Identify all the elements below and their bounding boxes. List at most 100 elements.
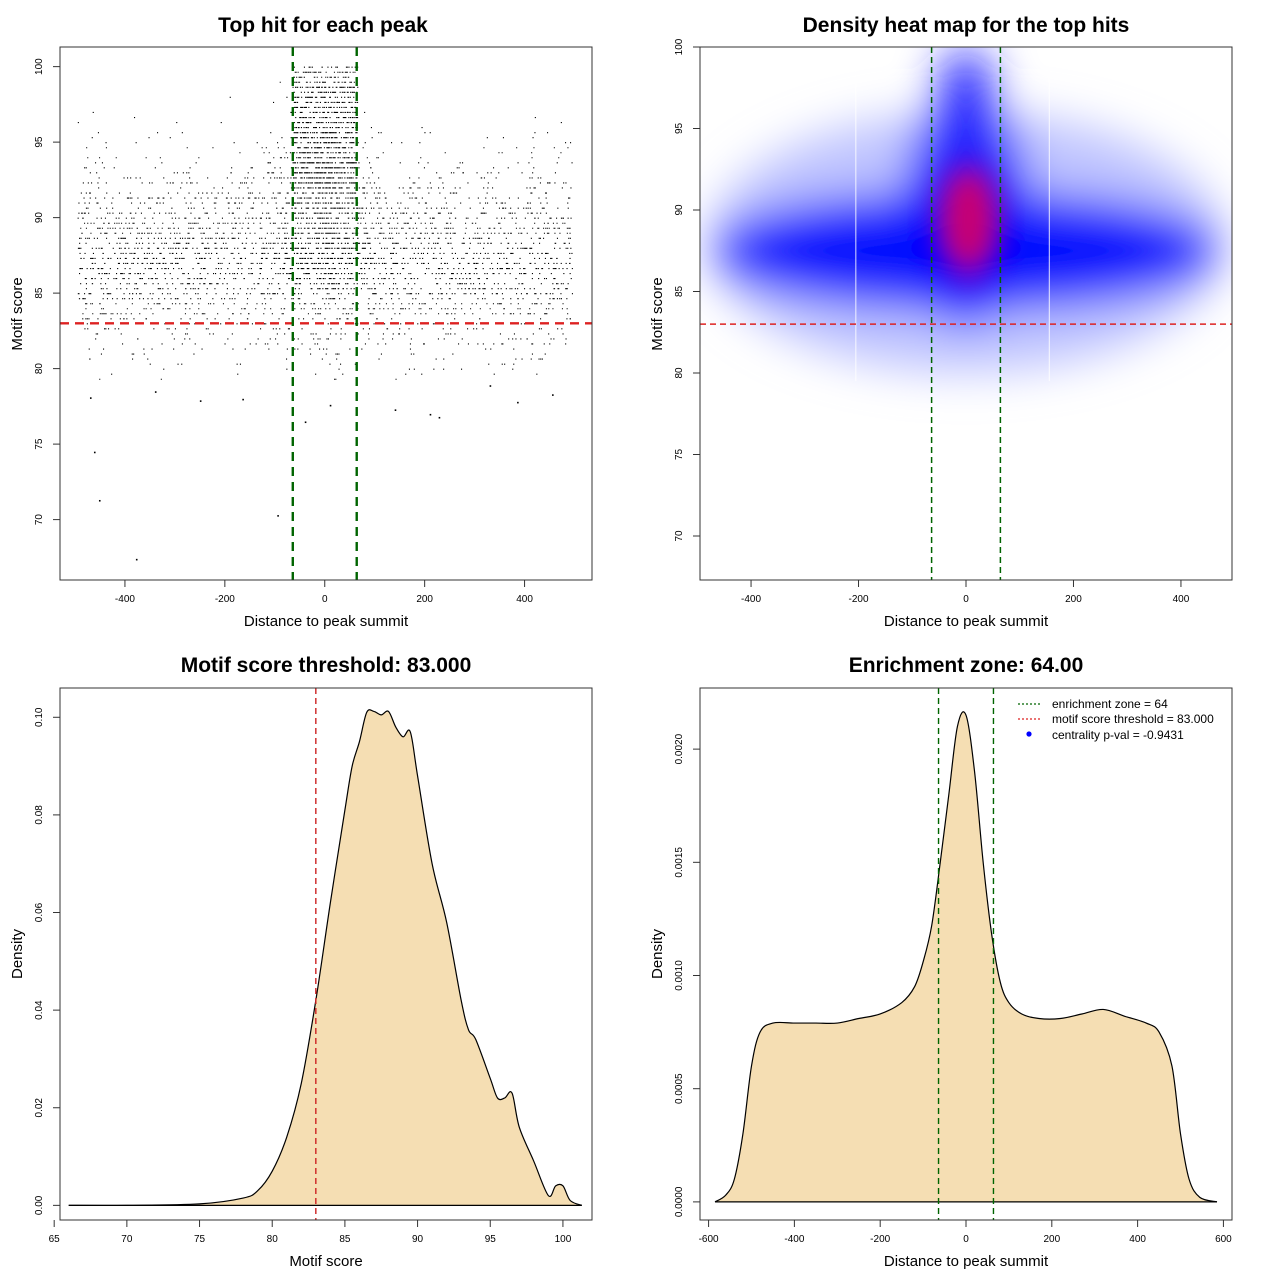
y-tick-label: 100 [674,38,685,55]
distance-density-ylabel: Density [649,928,666,979]
scatter-outlier-point [489,385,492,387]
x-tick-label: -400 [115,594,135,605]
scatter-point-cloud [77,66,573,380]
legend-label-pval: centrality p-val = -0.9431 [1052,728,1184,742]
score-density-marks [68,688,583,1220]
heatmap-marks [700,47,1232,580]
x-tick-label: 80 [267,1234,279,1245]
x-tick-label: 65 [49,1234,61,1245]
scatter-outlier-point [394,409,397,411]
scatter-outlier-point [98,499,101,502]
scatter-outlier-point [429,413,432,416]
density-fill [68,709,582,1206]
scatter-outlier-point [93,451,96,454]
scatter-xlabel: Distance to peak summit [244,613,409,630]
legend: enrichment zone = 64 motif score thresho… [1018,697,1214,742]
y-tick-label: 0.0000 [674,1186,685,1217]
scatter-outlier-point [304,421,307,424]
y-tick-label: 0.0020 [674,733,685,764]
x-tick-label: 0 [963,594,969,605]
scatter-outlier-point [329,404,332,407]
score-density-title: Motif score threshold: 83.000 [181,654,472,677]
distance-density-axes: -600 -400 -200 0 200 400 600 0.0000 0.0005 0.0010… [674,733,1232,1245]
x-tick-label: 100 [555,1234,572,1245]
scatter-outlier-point [277,515,279,517]
x-tick-label: 400 [1173,594,1190,605]
y-tick-label: 85 [674,285,685,297]
y-tick-label: 100 [34,58,45,75]
x-tick-label: 400 [516,594,533,605]
density-fill [715,711,1217,1202]
y-tick-label: 0.06 [34,902,45,922]
y-tick-label: 90 [34,212,45,224]
y-tick-label: 0.0010 [674,960,685,991]
scatter-outlier-point [517,401,519,404]
scatter-axes: -400 -200 0 200 400 70 75 80 85 90 95 100 [34,58,533,605]
scatter-outlier-point [242,398,244,401]
heatmap-ylabel: Motif score [649,277,666,350]
heatmap-xlabel: Distance to peak summit [884,613,1049,630]
x-tick-label: 0 [322,594,328,605]
scatter-ylabel: Motif score [9,277,26,350]
scatter-outlier-point [552,394,554,396]
y-tick-label: 80 [674,367,685,379]
panel-distance-density: Enrichment zone: 64.00 -600 -400 -200 0 200 4… [649,654,1233,1270]
x-tick-label: 95 [485,1234,497,1245]
y-tick-label: 0.00 [34,1195,45,1215]
score-density-ylabel: Density [9,928,26,979]
x-tick-label: -200 [849,594,869,605]
scatter-central-stripes [292,66,359,189]
heatmap-hotspot-edge [931,157,1007,285]
score-density-frame [59,687,593,1221]
y-tick-label: 0.10 [34,707,45,727]
heatmap-hot-layer [931,157,1007,285]
scatter-title: Top hit for each peak [218,14,428,37]
scatter-outlier-point [438,416,441,419]
x-tick-label: 600 [1215,1234,1232,1245]
x-tick-label: -600 [699,1234,719,1245]
scatter-outlier-point [154,391,157,393]
scatter-points [77,66,573,380]
legend-label-zone: enrichment zone = 64 [1052,697,1168,711]
scatter-frame [59,46,593,581]
score-density-axes: 65 70 75 80 85 90 95 100 0.00 0.02 0.04 0.06 0.08 0.1… [34,707,572,1245]
x-tick-label: -200 [215,594,235,605]
scatter-outlier-point [89,397,92,399]
heatmap-axes: -400 -200 0 200 400 70 75 80 85 90 95 100 [674,38,1190,605]
scatter-marks [60,47,592,580]
legend-label-threshold: motif score threshold = 83.000 [1052,712,1214,726]
y-tick-label: 0.0005 [674,1073,685,1104]
x-tick-label: 85 [339,1234,351,1245]
y-tick-label: 0.04 [34,1000,45,1020]
y-tick-label: 95 [674,122,685,134]
distance-density-xlabel: Distance to peak summit [884,1253,1049,1270]
y-tick-label: 80 [34,363,45,375]
x-tick-label: 400 [1129,1234,1146,1245]
y-tick-label: 70 [34,514,45,526]
density-curve [714,711,1218,1203]
y-tick-label: 90 [674,204,685,216]
scatter-outlier-point [199,400,202,402]
score-density-xlabel: Motif score [289,1253,362,1270]
y-tick-label: 85 [34,287,45,299]
y-tick-label: 0.08 [34,805,45,825]
y-tick-label: 70 [674,530,685,542]
panel-score-density: Motif score threshold: 83.000 65 70 75 80 85… [9,654,593,1270]
distance-density-title: Enrichment zone: 64.00 [849,654,1084,677]
y-tick-label: 0.02 [34,1098,45,1118]
x-tick-label: -400 [784,1234,804,1245]
x-tick-label: 0 [963,1234,969,1245]
heatmap-title: Density heat map for the top hits [803,14,1130,37]
x-tick-label: -200 [870,1234,890,1245]
distance-density-marks [714,688,1218,1220]
x-tick-label: 200 [1043,1234,1060,1245]
scatter-outlier-point [135,558,138,561]
density-curve [68,709,583,1207]
x-tick-label: 200 [1065,594,1082,605]
x-tick-label: 70 [121,1234,133,1245]
y-tick-label: 0.0015 [674,847,685,878]
x-tick-label: -400 [741,594,761,605]
x-tick-label: 75 [194,1234,206,1245]
